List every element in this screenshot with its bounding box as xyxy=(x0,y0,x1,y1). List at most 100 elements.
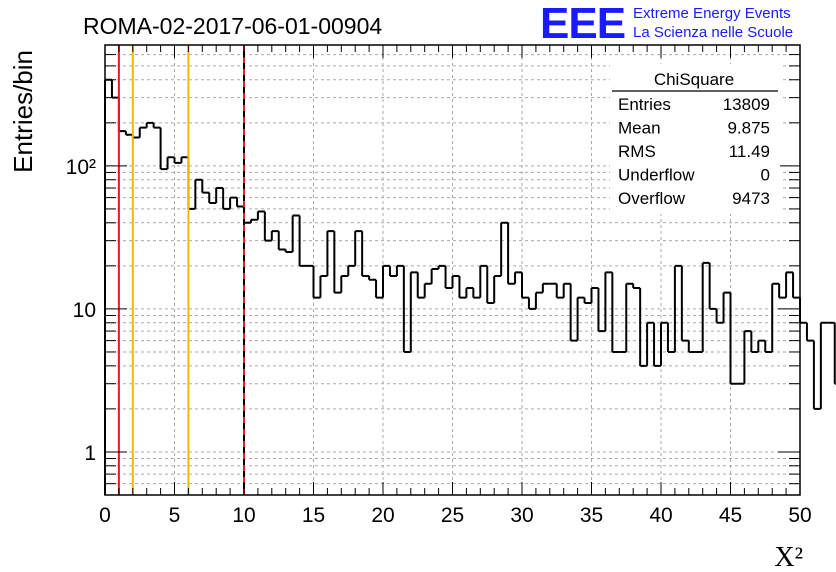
histogram-bin xyxy=(298,215,307,267)
histogram-bin xyxy=(465,287,474,298)
histogram-bin xyxy=(131,134,140,139)
histogram-bin xyxy=(805,322,814,342)
histogram-bin xyxy=(701,261,710,352)
histogram-bin xyxy=(152,122,161,129)
histogram-bin xyxy=(340,274,349,293)
histogram-bin xyxy=(625,282,634,352)
histogram-bin xyxy=(541,282,550,293)
histogram-bin xyxy=(444,265,453,290)
histogram-bin xyxy=(514,271,522,284)
y-axis-label: Entries/bin xyxy=(8,50,38,173)
histogram-bin xyxy=(249,218,258,223)
histogram-bin xyxy=(270,230,279,241)
histogram-bin xyxy=(138,126,147,138)
histogram-bin xyxy=(583,297,592,304)
histogram-bin xyxy=(708,262,717,310)
histogram-bin xyxy=(145,121,154,128)
histogram-bin xyxy=(680,265,689,342)
histogram-bin xyxy=(451,274,460,289)
histogram-bin xyxy=(597,288,606,333)
histogram-bin xyxy=(555,283,564,299)
stats-value: 13809 xyxy=(723,95,770,114)
histogram-bin xyxy=(291,214,300,252)
x-axis-label: X² xyxy=(774,542,803,572)
histogram-bin xyxy=(173,157,182,164)
histogram-bin xyxy=(646,321,655,366)
histogram-bin xyxy=(354,230,363,266)
histogram-bin xyxy=(521,272,529,299)
histogram-bin xyxy=(458,275,467,299)
histogram-bin xyxy=(715,308,724,324)
histogram-bin xyxy=(479,264,488,298)
stats-label: Mean xyxy=(618,119,661,138)
histogram-bin xyxy=(819,321,828,409)
histogram-bin xyxy=(562,282,571,298)
histogram-bin xyxy=(201,179,210,194)
histogram-bin xyxy=(402,265,411,353)
histogram-bin xyxy=(187,157,196,210)
histogram-bin xyxy=(493,274,502,303)
histogram-bin xyxy=(124,131,133,136)
histogram-bin xyxy=(326,230,335,276)
histogram-bin xyxy=(110,79,119,99)
histogram-bin xyxy=(590,287,599,303)
eee-logo: EEE xyxy=(540,0,626,48)
brand-text: Extreme Energy Events La Scienza nelle S… xyxy=(633,4,793,42)
x-tick-label: 25 xyxy=(441,504,464,527)
histogram-bin xyxy=(437,264,446,270)
stats-label: RMS xyxy=(618,142,656,161)
histogram-bin xyxy=(722,291,731,323)
histogram-bin xyxy=(229,196,238,209)
y-tick-label: 10² xyxy=(66,156,96,179)
histogram-bin xyxy=(611,272,620,353)
histogram-bin xyxy=(507,222,516,285)
histogram-bin xyxy=(799,297,807,324)
histogram-bin xyxy=(486,265,495,304)
histogram-bin xyxy=(576,296,585,341)
histogram-bin xyxy=(729,292,738,385)
histogram-bin xyxy=(416,272,425,299)
histogram-bin xyxy=(500,221,509,276)
histogram-bin xyxy=(757,339,766,352)
histogram-bin xyxy=(388,265,397,277)
histogram-bin xyxy=(423,282,432,298)
stats-value: 0 xyxy=(761,166,770,185)
y-tick-label: 10 xyxy=(73,299,96,322)
histogram-bin xyxy=(319,274,328,298)
histogram-bin xyxy=(368,275,377,281)
histogram-bin xyxy=(208,192,217,205)
histogram-bin xyxy=(180,156,189,163)
x-tick-label: 40 xyxy=(649,504,672,527)
marker-lines xyxy=(117,45,245,495)
y-tick-label: 1 xyxy=(84,442,96,465)
histogram-bin xyxy=(236,197,244,208)
histogram-bin xyxy=(361,231,370,277)
brand-line-1: Extreme Energy Events xyxy=(633,5,791,22)
histogram-bin xyxy=(687,340,696,353)
stats-label: Overflow xyxy=(618,189,686,208)
x-tick-label: 30 xyxy=(510,504,533,527)
histogram-bin xyxy=(159,127,168,171)
histogram-bin xyxy=(117,97,126,133)
grid xyxy=(105,44,800,496)
histogram-bin xyxy=(277,231,286,251)
eee-brand: EEE Extreme Energy Events La Scienza nel… xyxy=(540,2,793,46)
histogram-bin xyxy=(263,211,272,242)
histogram-bin xyxy=(256,210,265,220)
histogram-bin xyxy=(743,330,752,384)
histogram-bin xyxy=(375,279,383,299)
stats-rows: Entries 13809 Mean 9.875 RMS 11.49 Underflow 0 O… xyxy=(618,95,770,208)
histogram-bin xyxy=(222,188,231,210)
histogram-bin xyxy=(639,288,648,367)
x-tick-label: 50 xyxy=(788,504,811,527)
x-tick-label: 5 xyxy=(169,504,181,527)
stats-title: ChiSquare xyxy=(654,70,734,89)
histogram-bin xyxy=(764,340,773,353)
x-tick-label: 0 xyxy=(99,504,111,527)
stats-label: Underflow xyxy=(618,166,695,185)
histogram-bin xyxy=(666,322,675,353)
x-tick-label: 15 xyxy=(302,504,325,527)
axis-ticks: 0 5 10 15 20 25 30 35 40 45 50 1 10 10² xyxy=(66,44,812,527)
histogram-bin xyxy=(284,249,293,253)
